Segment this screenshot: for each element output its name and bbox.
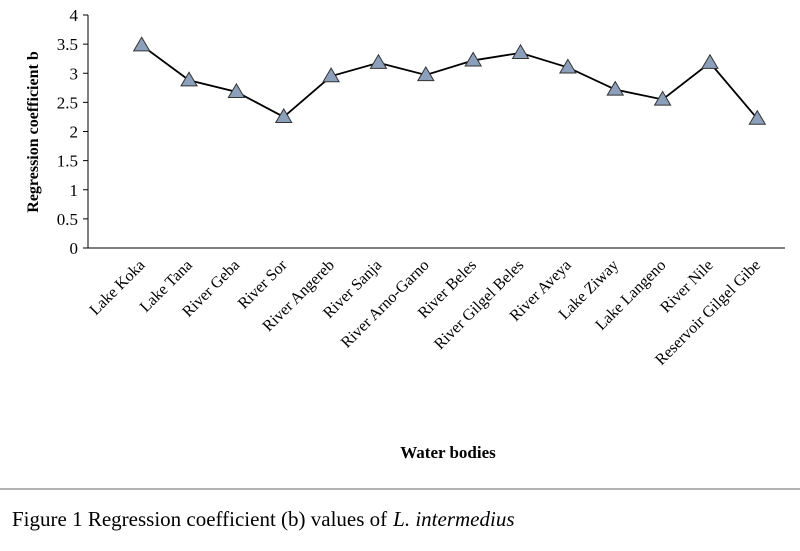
y-tick-label: 2 [70, 123, 79, 142]
marker [511, 43, 530, 59]
caption: Figure 1 Regression coefficient (b) valu… [12, 507, 515, 531]
marker [559, 58, 577, 74]
marker [748, 109, 767, 125]
y-tick-label: 4 [70, 6, 79, 25]
marker [464, 51, 483, 67]
marker [701, 53, 719, 69]
marker [369, 53, 388, 69]
y-tick-label: 3 [70, 64, 79, 83]
marker [274, 107, 293, 124]
caption-species: L. intermedius [392, 507, 514, 531]
marker [416, 66, 435, 82]
y-axis-title: Regression coefficient b [25, 51, 42, 213]
line [141, 44, 759, 120]
x-axis-title: Water bodies [400, 443, 496, 462]
y-tick-label: 3.5 [57, 35, 78, 54]
marker [322, 67, 340, 83]
y-tick-label: 1.5 [57, 152, 78, 171]
y-tick-label: 0 [70, 239, 79, 258]
marker [227, 82, 246, 98]
y-tick-label: 1 [70, 181, 79, 200]
y-tick-label: 0.5 [57, 210, 78, 229]
caption-text: Figure 1 Regression coefficient (b) valu… [12, 507, 387, 531]
marker [606, 80, 625, 96]
x-tick-label: River Arno-Garno [338, 257, 433, 352]
x-tick-label: River Gilgel Beles [431, 257, 527, 353]
marker [180, 71, 198, 87]
marker [653, 90, 672, 106]
x-tick-label: Lake Koka [87, 257, 149, 319]
marker [132, 36, 151, 52]
y-tick-label: 2.5 [57, 93, 78, 112]
